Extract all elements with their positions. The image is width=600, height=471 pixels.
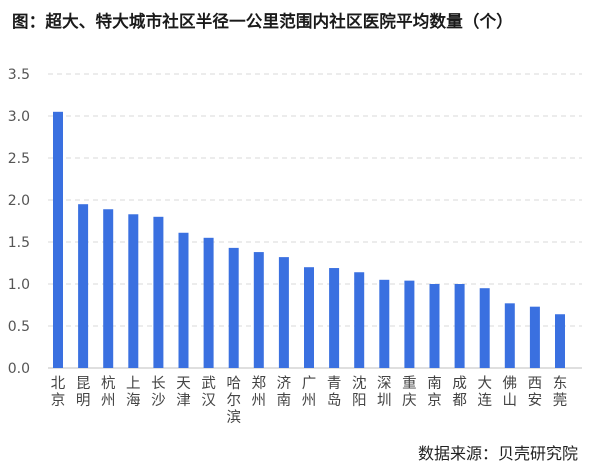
bar-2 bbox=[103, 209, 114, 368]
category-label-char: 沈 bbox=[352, 375, 367, 392]
bar-19 bbox=[529, 306, 540, 368]
bar-20 bbox=[555, 314, 565, 368]
bar-15 bbox=[429, 284, 440, 368]
bar-4 bbox=[153, 216, 164, 368]
gridlines bbox=[48, 73, 582, 369]
category-label-char: 上 bbox=[126, 375, 141, 392]
bar-9 bbox=[278, 257, 289, 368]
category-label-char: 南 bbox=[277, 392, 292, 409]
category-label-char: 佛 bbox=[503, 375, 518, 392]
y-tick-label: 3.0 bbox=[8, 109, 30, 125]
category-label-char: 津 bbox=[176, 392, 191, 409]
category-label-char: 州 bbox=[252, 393, 267, 409]
y-tick-label: 0.0 bbox=[8, 361, 30, 377]
bar-7 bbox=[228, 247, 239, 368]
category-label-char: 大 bbox=[477, 375, 492, 392]
category-label-char: 京 bbox=[51, 392, 66, 409]
bar-3 bbox=[128, 214, 139, 368]
bar-0 bbox=[53, 111, 63, 369]
bars bbox=[53, 111, 565, 369]
category-label-char: 哈 bbox=[226, 375, 241, 392]
y-axis-ticks: 0.0 0.5 1.0 1.5 2.0 2.5 3.0 3.5 bbox=[8, 67, 30, 377]
category-label-char: 西 bbox=[528, 376, 543, 392]
category-label-char: 州 bbox=[302, 393, 317, 409]
bar-16 bbox=[454, 284, 465, 368]
y-tick-label: 1.0 bbox=[8, 277, 30, 293]
category-label-char: 东 bbox=[553, 375, 568, 392]
category-label-char: 都 bbox=[452, 392, 467, 409]
y-tick-label: 2.5 bbox=[8, 151, 30, 167]
y-tick-label: 1.5 bbox=[8, 235, 30, 251]
bar-17 bbox=[479, 288, 490, 368]
category-label-char: 南 bbox=[427, 375, 442, 392]
category-label-char: 长 bbox=[151, 375, 166, 392]
category-label-char: 莞 bbox=[553, 392, 568, 409]
bar-13 bbox=[379, 279, 390, 368]
bar-12 bbox=[354, 272, 365, 368]
category-label-char: 郑 bbox=[252, 375, 267, 392]
category-label-char: 海 bbox=[126, 392, 141, 409]
category-label-char: 成 bbox=[452, 375, 467, 392]
category-label-char: 岛 bbox=[327, 392, 342, 409]
category-label-char: 济 bbox=[277, 375, 292, 392]
y-tick-label: 3.5 bbox=[8, 67, 30, 83]
category-label-char: 北 bbox=[51, 375, 66, 392]
source-note: 数据来源：贝壳研究院 bbox=[417, 444, 578, 463]
category-label-char: 滨 bbox=[226, 409, 241, 426]
bar-6 bbox=[203, 237, 214, 368]
category-label-char: 明 bbox=[76, 393, 91, 409]
category-label-char: 汉 bbox=[201, 392, 216, 409]
category-label-char: 杭 bbox=[101, 375, 116, 392]
category-label-char: 青 bbox=[327, 375, 342, 392]
category-label-char: 昆 bbox=[76, 376, 91, 392]
y-tick-label: 0.5 bbox=[8, 319, 30, 335]
bar-8 bbox=[253, 252, 264, 368]
category-label-char: 安 bbox=[528, 392, 543, 409]
category-label-char: 州 bbox=[101, 393, 116, 409]
category-label-char: 深 bbox=[377, 375, 392, 392]
y-tick-label: 2.0 bbox=[8, 193, 30, 209]
category-label-char: 连 bbox=[477, 392, 492, 409]
bar-14 bbox=[404, 280, 415, 368]
bar-5 bbox=[178, 232, 189, 368]
bar-1 bbox=[78, 204, 89, 368]
category-label-char: 圳 bbox=[377, 392, 392, 409]
category-label-char: 阳 bbox=[352, 392, 367, 409]
category-label-char: 天 bbox=[176, 376, 191, 392]
category-label-char: 尔 bbox=[226, 392, 241, 409]
category-label-char: 京 bbox=[427, 392, 442, 409]
category-label-char: 重 bbox=[402, 375, 417, 392]
category-label-char: 沙 bbox=[151, 393, 166, 409]
bar-10 bbox=[304, 267, 314, 368]
category-label-char: 广 bbox=[302, 375, 317, 392]
bar-18 bbox=[504, 303, 515, 368]
category-label-char: 庆 bbox=[402, 392, 417, 409]
chart-title: 图：超大、特大城市社区半径一公里范围内社区医院平均数量（个） bbox=[12, 12, 513, 31]
bar-11 bbox=[329, 268, 340, 368]
category-label-char: 山 bbox=[503, 392, 518, 409]
category-label-char: 武 bbox=[201, 375, 216, 392]
x-axis-labels: 北京昆明杭州上海长沙天津武汉哈尔滨郑州济南广州青岛沈阳深圳重庆南京成都大连佛山西… bbox=[51, 375, 568, 426]
